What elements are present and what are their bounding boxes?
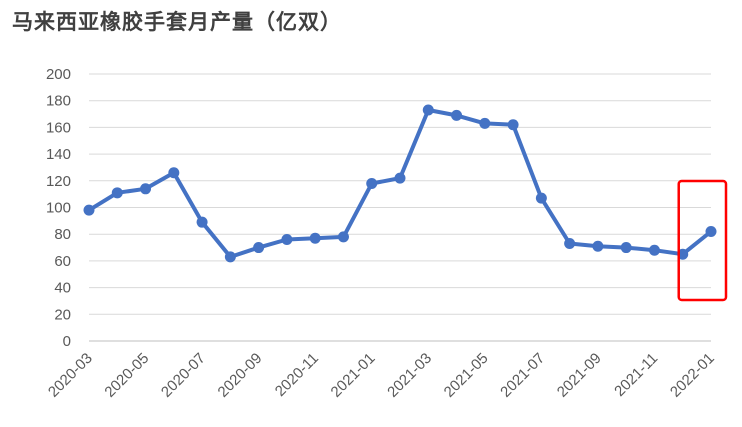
y-axis-ticks: 0 20 40 60 80 100 120 140 160 180 200	[46, 66, 71, 350]
x-tick-label: 2021-01	[328, 350, 379, 401]
data-point	[309, 232, 321, 244]
y-tick-label: 40	[54, 280, 71, 297]
x-tick-label: 2020-03	[45, 350, 96, 401]
data-point	[196, 216, 208, 228]
data-point	[507, 119, 519, 131]
data-point	[705, 226, 717, 238]
y-tick-label: 20	[54, 306, 71, 323]
y-tick-label: 80	[54, 226, 71, 243]
data-point	[281, 234, 293, 246]
x-tick-label: 2020-05	[101, 350, 152, 401]
data-point	[620, 242, 632, 254]
x-tick-label: 2021-11	[611, 350, 661, 400]
x-tick-label: 2020-09	[215, 350, 266, 401]
data-point	[535, 192, 547, 204]
data-point	[648, 244, 660, 256]
x-axis-ticks: 2020-03 2020-05 2020-07 2020-09 2020-11 2021-…	[45, 350, 718, 401]
data-point	[337, 231, 349, 243]
data-point	[224, 251, 236, 263]
data-point	[83, 204, 95, 216]
x-tick-label: 2020-07	[158, 350, 209, 401]
x-tick-label: 2020-11	[272, 350, 322, 400]
data-point	[422, 104, 434, 116]
x-tick-label: 2021-05	[441, 350, 492, 401]
x-tick-label: 2021-07	[497, 350, 548, 401]
y-tick-label: 100	[46, 200, 71, 217]
highlight-box	[677, 179, 728, 302]
y-tick-label: 60	[54, 253, 71, 270]
y-tick-label: 120	[46, 173, 71, 190]
x-tick-label: 2022-01	[667, 350, 718, 401]
y-tick-label: 160	[46, 119, 71, 136]
data-point	[111, 187, 123, 199]
data-point	[394, 172, 406, 184]
data-point	[564, 238, 576, 250]
data-point	[366, 177, 378, 189]
data-point	[253, 242, 265, 254]
data-point	[168, 167, 180, 179]
y-tick-label: 140	[46, 146, 71, 163]
gridlines	[89, 73, 711, 342]
x-tick-label: 2021-09	[554, 350, 605, 401]
data-point	[451, 109, 463, 121]
y-tick-label: 180	[46, 93, 71, 110]
chart-title: 马来西亚橡胶手套月产量（亿双）	[12, 10, 342, 34]
data-point	[479, 117, 491, 129]
y-tick-label: 0	[63, 333, 71, 350]
x-tick-label: 2021-03	[384, 350, 435, 401]
y-tick-label: 200	[46, 66, 71, 83]
data-point	[140, 183, 152, 195]
data-point	[592, 240, 604, 252]
